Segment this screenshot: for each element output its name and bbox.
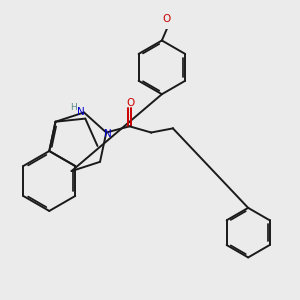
Text: H: H	[70, 103, 77, 112]
Text: O: O	[162, 14, 170, 25]
Text: O: O	[126, 98, 135, 108]
Text: N: N	[104, 128, 112, 139]
Text: N: N	[77, 107, 85, 117]
